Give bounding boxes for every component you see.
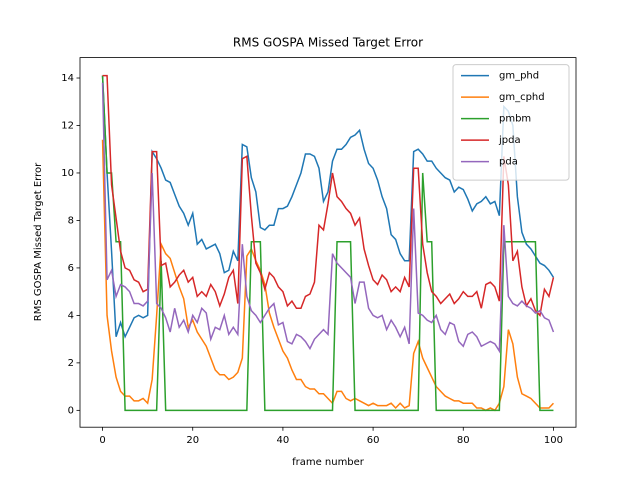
y-tick-label: 14 — [61, 73, 74, 84]
data-line — [101, 139, 554, 412]
legend-label: gm_cphd — [499, 92, 545, 103]
x-tick-label: 40 — [277, 435, 290, 446]
y-tick-label: 10 — [61, 168, 74, 179]
y-tick-label: 6 — [68, 263, 74, 274]
legend-box — [452, 64, 570, 181]
x-tick-label: 0 — [99, 435, 105, 446]
x-tick-label: 80 — [457, 435, 470, 446]
legend-label: pda — [499, 157, 518, 168]
data-line — [101, 75, 554, 412]
legend-label: gm_phd — [499, 71, 539, 82]
y-tick-label: 8 — [68, 215, 74, 226]
legend-label: pmbm — [499, 114, 531, 125]
x-tick-label: 20 — [186, 435, 199, 446]
x-tick-label: 60 — [367, 435, 380, 446]
y-axis-label: RMS GOSPA Missed Target Error — [33, 162, 44, 321]
x-axis-label: frame number — [292, 457, 365, 468]
chart-title: RMS GOSPA Missed Target Error — [233, 36, 423, 50]
data-line — [102, 74, 555, 317]
data-line — [101, 82, 555, 354]
y-tick-label: 12 — [61, 120, 74, 131]
data-line — [101, 75, 555, 339]
y-tick-label: 4 — [68, 310, 74, 321]
x-tick-label: 100 — [544, 435, 563, 446]
y-tick-label: 2 — [68, 358, 74, 369]
legend-label: jpda — [498, 135, 521, 146]
plot-frame — [79, 57, 577, 428]
y-tick-label: 0 — [68, 405, 74, 416]
